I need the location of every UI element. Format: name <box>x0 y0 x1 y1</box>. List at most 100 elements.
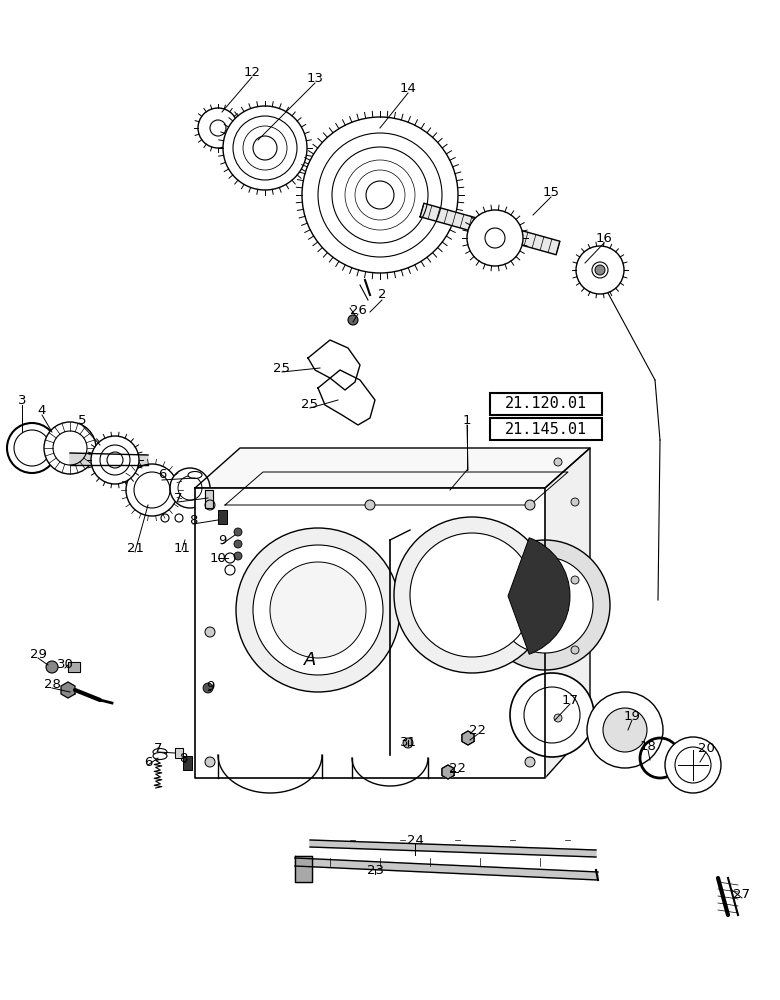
Circle shape <box>234 552 242 560</box>
Bar <box>218 510 227 524</box>
Text: 9: 9 <box>206 680 215 692</box>
Text: 29: 29 <box>30 648 47 662</box>
Polygon shape <box>175 748 183 758</box>
Text: 31: 31 <box>399 736 417 748</box>
Text: 2: 2 <box>378 288 386 302</box>
Text: 21.145.01: 21.145.01 <box>505 422 587 436</box>
Polygon shape <box>295 856 312 882</box>
Circle shape <box>554 458 562 466</box>
Circle shape <box>205 757 215 767</box>
Circle shape <box>571 646 579 654</box>
Text: 16: 16 <box>596 232 612 244</box>
Circle shape <box>198 108 238 148</box>
Circle shape <box>170 468 210 508</box>
Text: 13: 13 <box>307 72 324 85</box>
Circle shape <box>576 246 624 294</box>
Text: 28: 28 <box>44 678 60 692</box>
Circle shape <box>467 210 523 266</box>
Polygon shape <box>70 453 148 465</box>
Text: 1: 1 <box>463 414 471 426</box>
Circle shape <box>525 500 535 510</box>
Text: 3: 3 <box>18 393 27 406</box>
Text: 5: 5 <box>78 414 87 426</box>
Circle shape <box>510 673 594 757</box>
Circle shape <box>480 540 610 670</box>
Ellipse shape <box>153 748 167 756</box>
Text: 25: 25 <box>302 398 318 412</box>
Polygon shape <box>195 488 545 778</box>
Bar <box>183 756 192 770</box>
Circle shape <box>571 576 579 584</box>
Circle shape <box>410 533 534 657</box>
Circle shape <box>587 692 663 768</box>
Polygon shape <box>462 731 474 745</box>
Text: 21.120.01: 21.120.01 <box>505 396 587 412</box>
Text: 7: 7 <box>174 491 183 504</box>
Text: 8: 8 <box>179 752 187 764</box>
Circle shape <box>348 315 358 325</box>
Polygon shape <box>420 203 560 255</box>
Circle shape <box>497 557 593 653</box>
Text: 22: 22 <box>449 762 466 774</box>
Polygon shape <box>68 662 80 672</box>
Circle shape <box>205 500 215 510</box>
Text: 10: 10 <box>210 552 226 564</box>
Circle shape <box>253 545 383 675</box>
Circle shape <box>46 661 58 673</box>
Text: 4: 4 <box>37 403 46 416</box>
Circle shape <box>223 106 307 190</box>
Text: 18: 18 <box>640 740 657 752</box>
Text: 21: 21 <box>126 542 144 554</box>
Polygon shape <box>308 340 360 390</box>
Circle shape <box>205 627 215 637</box>
Text: 27: 27 <box>733 888 750 902</box>
Circle shape <box>525 757 535 767</box>
Circle shape <box>302 117 458 273</box>
Circle shape <box>234 528 242 536</box>
Polygon shape <box>195 448 590 488</box>
Polygon shape <box>462 731 474 745</box>
Polygon shape <box>442 765 454 779</box>
Circle shape <box>126 464 178 516</box>
Circle shape <box>394 517 550 673</box>
FancyBboxPatch shape <box>490 418 602 440</box>
Polygon shape <box>310 840 596 857</box>
Circle shape <box>234 540 242 548</box>
Text: 8: 8 <box>189 514 197 526</box>
Circle shape <box>403 738 413 748</box>
Polygon shape <box>295 858 598 880</box>
Circle shape <box>571 498 579 506</box>
Ellipse shape <box>153 752 167 760</box>
Circle shape <box>603 708 647 752</box>
Polygon shape <box>442 765 454 779</box>
Polygon shape <box>61 682 75 698</box>
Wedge shape <box>508 538 570 654</box>
Circle shape <box>365 500 375 510</box>
Circle shape <box>91 436 139 484</box>
Text: 12: 12 <box>243 66 261 79</box>
Text: 24: 24 <box>406 834 424 846</box>
Text: 6: 6 <box>144 756 152 768</box>
Text: 14: 14 <box>399 82 417 95</box>
Text: 22: 22 <box>470 724 487 736</box>
Text: 17: 17 <box>562 694 579 706</box>
Polygon shape <box>545 448 590 778</box>
Circle shape <box>554 714 562 722</box>
Text: 20: 20 <box>697 742 714 754</box>
Circle shape <box>665 737 721 793</box>
Text: 25: 25 <box>274 361 290 374</box>
Text: 19: 19 <box>623 710 640 722</box>
Text: 30: 30 <box>57 658 73 672</box>
Circle shape <box>236 528 400 692</box>
Circle shape <box>44 422 96 474</box>
Text: 26: 26 <box>349 304 367 316</box>
Text: 7: 7 <box>154 742 162 754</box>
Text: A: A <box>304 651 316 669</box>
Text: 6: 6 <box>158 468 166 482</box>
Text: 11: 11 <box>173 542 190 554</box>
Text: 23: 23 <box>367 863 384 876</box>
Circle shape <box>203 683 213 693</box>
Polygon shape <box>205 490 213 508</box>
Text: 15: 15 <box>543 186 559 198</box>
Polygon shape <box>318 370 375 425</box>
